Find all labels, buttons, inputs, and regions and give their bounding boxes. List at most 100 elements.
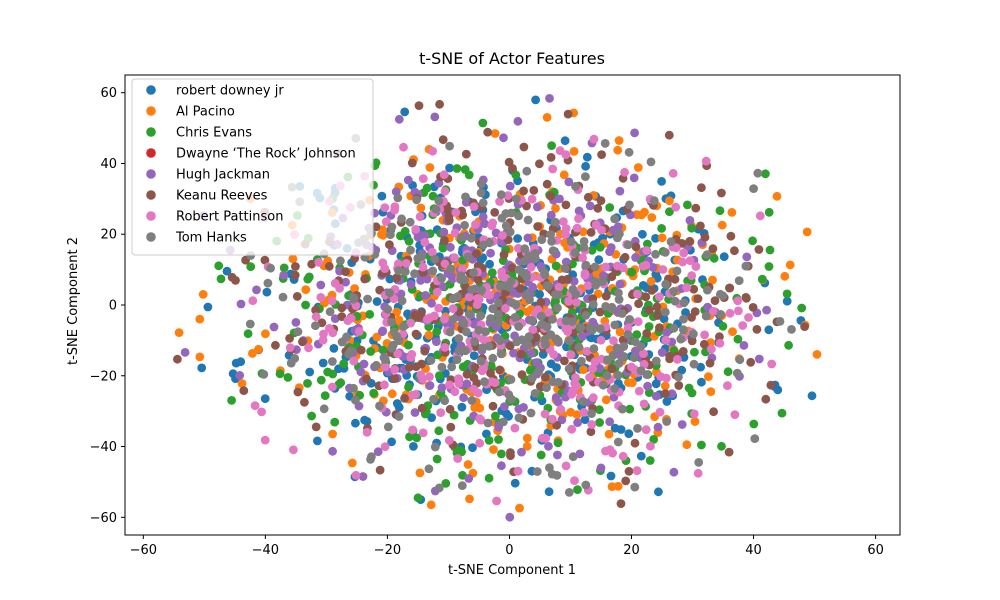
- scatter-point: [660, 307, 670, 317]
- scatter-point: [563, 327, 572, 336]
- scatter-point: [445, 404, 455, 414]
- scatter-point: [488, 353, 498, 363]
- x-tick-label: −40: [252, 543, 279, 558]
- scatter-point: [749, 184, 758, 194]
- scatter-point: [580, 415, 590, 424]
- scatter-point: [620, 167, 629, 177]
- scatter-point: [607, 302, 617, 312]
- scatter-point: [653, 311, 662, 320]
- scatter-point: [633, 163, 643, 172]
- scatter-point: [497, 272, 507, 281]
- scatter-point: [526, 262, 536, 272]
- scatter-point: [487, 268, 497, 278]
- scatter-point: [510, 478, 520, 488]
- scatter-point: [625, 200, 634, 210]
- scatter-point: [522, 166, 532, 176]
- scatter-point: [748, 303, 758, 312]
- scatter-point: [641, 292, 651, 302]
- scatter-point: [715, 332, 724, 342]
- scatter-point: [434, 196, 444, 206]
- scatter-point: [559, 217, 568, 227]
- scatter-point: [681, 308, 690, 317]
- scatter-point: [561, 316, 571, 326]
- scatter-point: [691, 203, 701, 213]
- scatter-point: [365, 310, 375, 319]
- scatter-point: [461, 149, 471, 159]
- scatter-point: [522, 201, 531, 211]
- scatter-point: [239, 386, 249, 395]
- scatter-point: [555, 194, 564, 204]
- scatter-point: [617, 309, 627, 318]
- scatter-point: [342, 332, 351, 342]
- scatter-point: [303, 379, 312, 388]
- scatter-point: [615, 279, 625, 289]
- scatter-point: [461, 192, 470, 202]
- scatter-point: [708, 244, 718, 254]
- scatter-point: [624, 466, 634, 476]
- scatter-point: [530, 389, 540, 398]
- scatter-point: [495, 197, 504, 206]
- scatter-point: [464, 309, 474, 319]
- scatter-point: [787, 325, 796, 334]
- scatter-point: [589, 344, 599, 354]
- scatter-point: [561, 230, 570, 239]
- scatter-point: [448, 304, 458, 314]
- scatter-point: [407, 158, 417, 168]
- scatter-point: [665, 196, 674, 206]
- scatter-point: [328, 369, 338, 379]
- scatter-point: [634, 299, 643, 309]
- scatter-point: [639, 399, 649, 409]
- legend-marker: [146, 169, 156, 179]
- scatter-point: [293, 387, 303, 397]
- scatter-point: [665, 207, 674, 217]
- scatter-point: [610, 214, 619, 224]
- scatter-point: [346, 346, 356, 356]
- scatter-point: [440, 236, 449, 245]
- scatter-point: [394, 114, 404, 124]
- scatter-point: [351, 470, 361, 480]
- scatter-point: [492, 496, 501, 506]
- scatter-point: [404, 382, 413, 392]
- scatter-point: [499, 250, 509, 260]
- scatter-point: [644, 305, 654, 315]
- scatter-point: [527, 348, 536, 358]
- scatter-point: [173, 354, 182, 364]
- scatter-point: [275, 369, 285, 379]
- scatter-point: [380, 442, 390, 452]
- scatter-point: [678, 347, 688, 356]
- scatter-point: [339, 359, 349, 368]
- scatter-point: [404, 362, 414, 372]
- scatter-point: [425, 381, 435, 390]
- x-tick-label: 40: [745, 543, 762, 558]
- scatter-point: [452, 164, 462, 173]
- scatter-point: [701, 156, 711, 166]
- scatter-point: [446, 422, 456, 432]
- scatter-point: [316, 375, 326, 385]
- scatter-point: [416, 308, 426, 318]
- y-tick-label: 40: [100, 157, 117, 172]
- scatter-point: [679, 314, 688, 324]
- scatter-point: [703, 285, 712, 295]
- scatter-point: [501, 304, 510, 313]
- scatter-point: [700, 232, 710, 242]
- scatter-point: [467, 285, 477, 294]
- scatter-point: [501, 221, 511, 231]
- scatter-point: [649, 196, 659, 206]
- scatter-point: [735, 355, 745, 365]
- scatter-point: [625, 404, 635, 414]
- scatter-point: [536, 261, 546, 271]
- scatter-point: [480, 219, 489, 229]
- scatter-point: [674, 381, 684, 390]
- scatter-point: [456, 275, 466, 284]
- scatter-point: [392, 307, 402, 317]
- scatter-point: [328, 446, 337, 456]
- scatter-point: [381, 362, 390, 372]
- scatter-point: [775, 317, 785, 326]
- scatter-point: [725, 283, 735, 293]
- scatter-point: [785, 260, 795, 270]
- scatter-point: [481, 327, 490, 336]
- scatter-point: [484, 436, 494, 445]
- scatter-point: [571, 182, 580, 191]
- scatter-point: [444, 436, 454, 445]
- scatter-point: [522, 290, 532, 299]
